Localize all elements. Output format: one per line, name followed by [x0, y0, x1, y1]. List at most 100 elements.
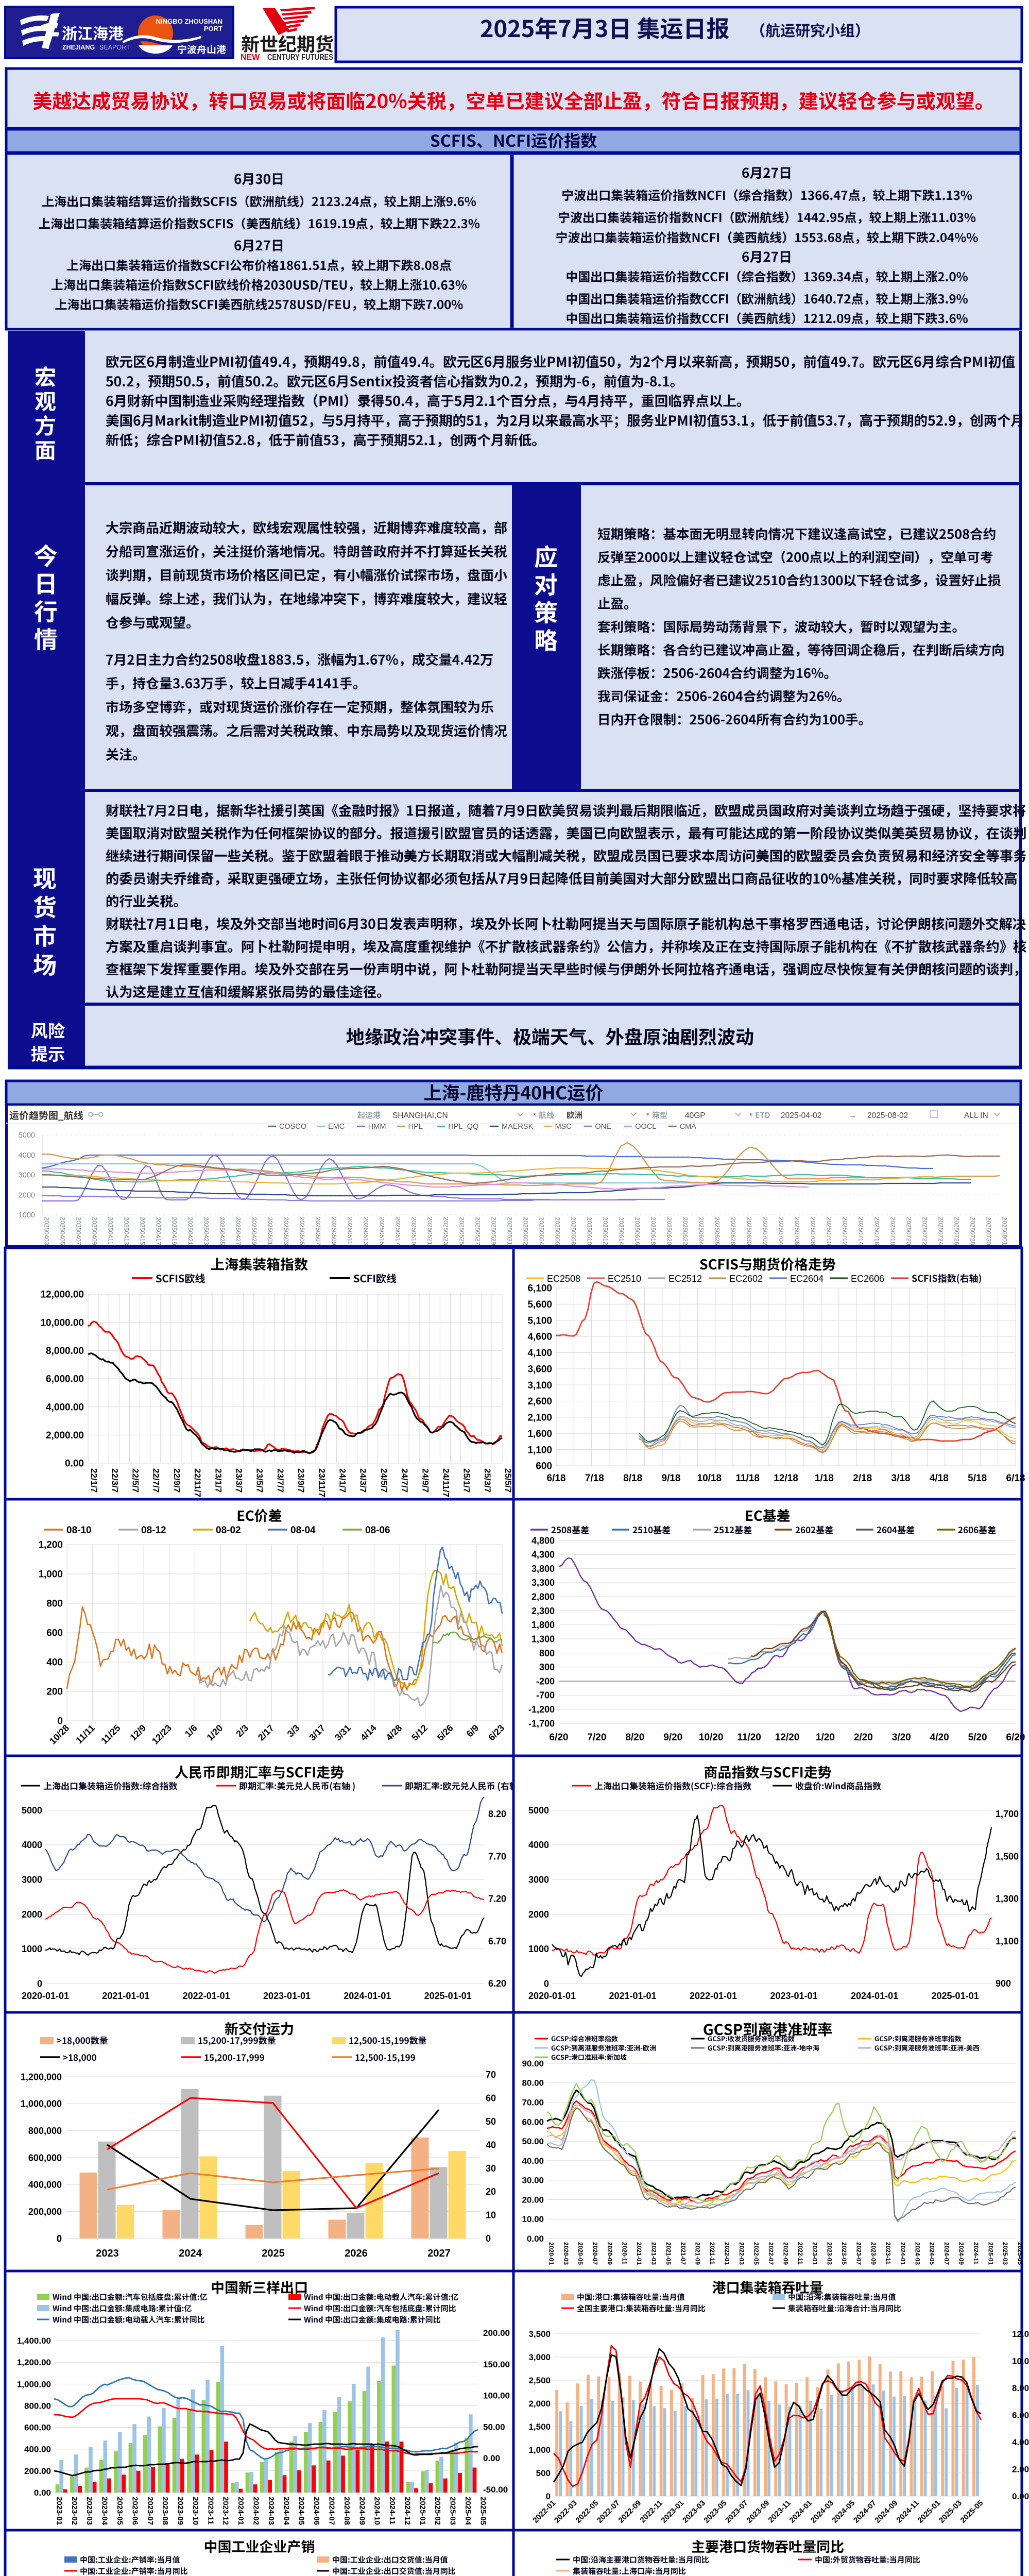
svg-text:0.00: 0.00 — [34, 2488, 51, 2498]
svg-text:2021-11: 2021-11 — [709, 2242, 716, 2265]
svg-text:0: 0 — [486, 2233, 491, 2244]
svg-text:-1,700: -1,700 — [528, 1718, 555, 1728]
svg-text:2021-09: 2021-09 — [694, 2242, 701, 2265]
svg-text:2,100: 2,100 — [527, 1413, 552, 1423]
svg-text:4,600: 4,600 — [527, 1332, 552, 1343]
svg-text:7/18: 7/18 — [585, 1473, 604, 1484]
svg-text:900: 900 — [996, 1978, 1011, 1989]
svg-text:2020-07: 2020-07 — [592, 2242, 599, 2265]
svg-text:24/9/7: 24/9/7 — [420, 1468, 430, 1493]
svg-text:1,300: 1,300 — [996, 1894, 1019, 1904]
svg-text:20250521: 20250521 — [426, 1217, 433, 1245]
svg-text:1000: 1000 — [22, 1944, 42, 1954]
svg-text:0: 0 — [57, 1716, 63, 1727]
svg-text:10/18: 10/18 — [697, 1473, 722, 1484]
svg-text:2021-03: 2021-03 — [650, 2242, 657, 2265]
svg-text:1,000,000: 1,000,000 — [21, 2099, 62, 2109]
svg-text:2025-04: 2025-04 — [464, 2497, 472, 2526]
svg-text:SEAPORT: SEAPORT — [99, 44, 130, 51]
svg-text:2024-11: 2024-11 — [388, 2497, 397, 2524]
svg-text:23/7/7: 23/7/7 — [276, 1468, 285, 1493]
svg-text:20250409: 20250409 — [91, 1217, 98, 1245]
svg-text:2024-09: 2024-09 — [958, 2242, 965, 2265]
svg-text:EC2606: EC2606 — [851, 1274, 884, 1284]
svg-text:2024: 2024 — [179, 2248, 202, 2259]
svg-text:300: 300 — [539, 1662, 555, 1672]
svg-text:2021-05: 2021-05 — [665, 2242, 672, 2265]
svg-text:1,600: 1,600 — [527, 1429, 552, 1439]
svg-text:1000: 1000 — [528, 1944, 549, 1954]
svg-text:CENTURY FUTURES: CENTURY FUTURES — [267, 53, 333, 62]
svg-text:1,500: 1,500 — [528, 2422, 551, 2432]
svg-text:2,000: 2,000 — [528, 2399, 551, 2409]
svg-text:2023-05: 2023-05 — [841, 2242, 848, 2265]
svg-text:2024-09: 2024-09 — [357, 2497, 366, 2525]
svg-text:5/20: 5/20 — [968, 1732, 987, 1743]
svg-text:HPL: HPL — [408, 1123, 423, 1131]
svg-text:7.20: 7.20 — [488, 1894, 506, 1904]
svg-text:20250501: 20250501 — [266, 1217, 273, 1245]
svg-text:0: 0 — [544, 1978, 549, 1989]
svg-text:EC2508: EC2508 — [547, 1274, 580, 1284]
svg-text:3/18: 3/18 — [891, 1473, 911, 1484]
svg-text:20250722: 20250722 — [921, 1217, 928, 1245]
svg-text:5000: 5000 — [528, 1805, 549, 1816]
svg-text:2023-11: 2023-11 — [206, 2497, 215, 2524]
svg-text:2021-01-01: 2021-01-01 — [609, 1991, 656, 2001]
svg-text:20250714: 20250714 — [857, 1217, 864, 1245]
svg-text:3000: 3000 — [22, 1874, 42, 1885]
svg-text:2,500: 2,500 — [528, 2376, 551, 2385]
svg-text:2025: 2025 — [262, 2248, 285, 2259]
svg-text:1,800: 1,800 — [531, 1620, 555, 1630]
svg-text:0.00: 0.00 — [527, 2234, 544, 2244]
svg-text:20250706: 20250706 — [793, 1217, 800, 1245]
svg-text:08-04: 08-04 — [290, 1525, 316, 1536]
svg-text:50: 50 — [486, 2116, 496, 2127]
svg-text:0.00: 0.00 — [483, 2453, 500, 2463]
svg-text:20.00: 20.00 — [522, 2195, 544, 2205]
svg-text:0.00: 0.00 — [65, 1459, 84, 1469]
svg-text:40.00: 40.00 — [522, 2156, 544, 2166]
svg-text:200: 200 — [46, 1687, 63, 1698]
svg-text:5000: 5000 — [22, 1805, 42, 1816]
svg-text:20250425: 20250425 — [218, 1217, 226, 1245]
svg-text:2/18: 2/18 — [853, 1473, 872, 1484]
svg-text:2022-05: 2022-05 — [752, 2242, 760, 2265]
svg-text:2024-02: 2024-02 — [252, 2497, 261, 2525]
svg-text:20250614: 20250614 — [618, 1217, 625, 1245]
svg-text:6,000.00: 6,000.00 — [46, 1374, 84, 1385]
svg-text:40GP: 40GP — [685, 1111, 706, 1120]
svg-text:2023-03: 2023-03 — [85, 2497, 94, 2525]
svg-text:2024-07: 2024-07 — [943, 2242, 950, 2265]
svg-text:0: 0 — [57, 2233, 62, 2244]
svg-text:2025-01: 2025-01 — [418, 2497, 427, 2525]
svg-text:2021-07: 2021-07 — [679, 2242, 687, 2265]
svg-text:20250509: 20250509 — [330, 1217, 337, 1245]
svg-text:20250505: 20250505 — [298, 1217, 305, 1245]
svg-text:2023-05: 2023-05 — [115, 2497, 124, 2525]
svg-text:2023-09: 2023-09 — [176, 2497, 185, 2525]
svg-text:24/3/7: 24/3/7 — [358, 1468, 368, 1493]
svg-text:2000: 2000 — [528, 1909, 549, 1920]
svg-text:5,600: 5,600 — [527, 1299, 552, 1310]
svg-text:1,200.00: 1,200.00 — [17, 2358, 51, 2367]
svg-text:20250712: 20250712 — [841, 1217, 848, 1245]
svg-text:1,000: 1,000 — [38, 1569, 63, 1580]
svg-text:4.00: 4.00 — [1012, 2437, 1029, 2447]
svg-text:20250801: 20250801 — [1001, 1217, 1008, 1245]
svg-text:1,400.00: 1,400.00 — [17, 2336, 51, 2346]
svg-text:EC2604: EC2604 — [790, 1274, 824, 1284]
svg-text:SHANGHAI,CN: SHANGHAI,CN — [392, 1111, 448, 1120]
svg-text:20250507: 20250507 — [314, 1217, 321, 1245]
svg-text:800,000: 800,000 — [28, 2126, 62, 2136]
svg-text:20250517: 20250517 — [394, 1217, 401, 1245]
svg-text:-50.00: -50.00 — [483, 2485, 508, 2495]
svg-text:20250602: 20250602 — [522, 1217, 529, 1245]
svg-text:NEW: NEW — [241, 53, 260, 62]
svg-text:4/20: 4/20 — [930, 1732, 949, 1743]
svg-text:25/3/7: 25/3/7 — [483, 1468, 492, 1493]
svg-text:24/7/7: 24/7/7 — [400, 1468, 409, 1493]
svg-text:20250531: 20250531 — [506, 1217, 513, 1245]
svg-text:20250519: 20250519 — [410, 1217, 417, 1245]
svg-text:2021-01: 2021-01 — [636, 2242, 643, 2265]
